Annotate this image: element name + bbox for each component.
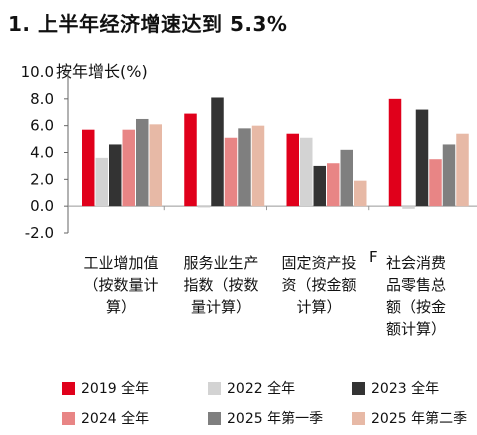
category-label-line: 计算） [296, 298, 342, 316]
legend-swatch [62, 381, 75, 395]
legend-label: 2019 全年 [81, 381, 150, 397]
legend-label: 2025 年第一季 [227, 411, 324, 427]
legend-item: 2025 年第二季 [352, 408, 467, 428]
y-tick-label: 10.0 [21, 63, 54, 81]
y-tick-label: 8.0 [30, 90, 54, 108]
legend-item: 2025 年第一季 [208, 408, 323, 428]
category-label-line: 量计算） [190, 298, 251, 316]
legend-label: 2022 全年 [227, 381, 296, 397]
bar [286, 133, 299, 207]
legend-item: 2022 全年 [208, 378, 295, 398]
y-tick-label: 0.0 [30, 197, 54, 215]
chart-title: 1. 上半年经济增速达到 5.3% [8, 12, 288, 36]
category-label-line: （按数量计 [83, 276, 159, 294]
bar [224, 137, 238, 207]
legend-swatch [208, 411, 221, 425]
category-label-line: 品零售总 [385, 276, 446, 294]
legend-item: 2024 全年 [62, 408, 149, 428]
category-label-line: 指数（按数 [183, 276, 259, 294]
category-label: 固定资产投资（按金额计算） [269, 252, 369, 318]
bar [136, 118, 149, 207]
category-label: 服务业生产指数（按数量计算） [171, 252, 271, 318]
category-label-line: 工业增加值 [83, 254, 159, 272]
bar [327, 163, 340, 207]
legend-swatch [352, 411, 365, 425]
bar [149, 124, 162, 207]
bar [354, 180, 367, 207]
legend-item: 2019 全年 [62, 378, 149, 398]
bar [442, 144, 456, 207]
y-tick-label: -2.0 [25, 224, 54, 242]
y-axis-label: 按年增长(%) [56, 62, 148, 81]
legend-swatch [208, 381, 221, 395]
legend-item: 2023 全年 [352, 378, 439, 398]
bar [197, 206, 211, 208]
bar [313, 165, 326, 207]
category-label-line: 服务业生产 [183, 254, 259, 272]
bar [82, 129, 95, 207]
bar [122, 129, 135, 207]
category-label-line: 算） [105, 298, 136, 316]
bar [109, 144, 122, 207]
bar [300, 137, 313, 207]
legend-label: 2023 全年 [371, 381, 440, 397]
legend-swatch [352, 381, 365, 395]
bar [388, 98, 402, 207]
legend-label: 2025 年第二季 [371, 411, 468, 427]
bar-chart: 10.0 8.0 6.0 4.0 2.0 0.0 -2.0 [21, 63, 477, 242]
y-tick-label: 4.0 [30, 144, 54, 162]
bar [238, 128, 251, 207]
bar [415, 109, 429, 207]
category-label-line: 额计算） [385, 320, 446, 338]
category-label-line: 固定资产投 [281, 254, 357, 272]
stray-mark: F [369, 248, 378, 266]
bar [402, 206, 415, 209]
bar [429, 159, 442, 207]
bar [251, 125, 265, 207]
y-tick-label: 6.0 [30, 117, 54, 135]
legend-swatch [62, 411, 75, 425]
legend-label: 2024 全年 [81, 411, 150, 427]
category-label-line: 社会消费 [385, 254, 446, 272]
bar [340, 149, 353, 207]
bar [456, 133, 469, 207]
category-label: 社会消费品零售总额（按金额计算） [366, 252, 466, 340]
bar [184, 113, 197, 207]
category-label-line: 资（按金额 [281, 276, 357, 294]
bar [211, 97, 224, 207]
category-label-line: 额（按金 [385, 298, 446, 316]
category-label: 工业增加值 （按数量计算） [71, 252, 171, 318]
y-tick-label: 2.0 [30, 170, 54, 188]
bar [95, 157, 108, 207]
